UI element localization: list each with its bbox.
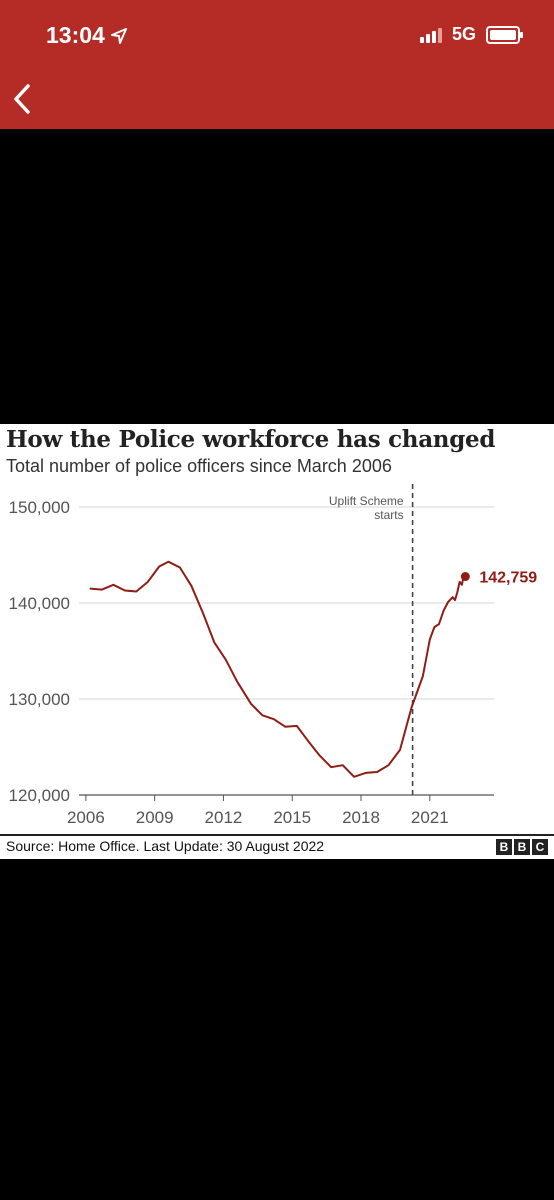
back-button[interactable] <box>8 82 38 116</box>
x-tick-label: 2012 <box>205 808 243 827</box>
bbc-logo: B B C <box>496 839 548 855</box>
x-tick-label: 2021 <box>411 808 449 827</box>
annotation-text-line1: Uplift Scheme <box>329 494 404 508</box>
signal-icon <box>419 27 442 43</box>
status-time: 13:04 <box>46 22 127 49</box>
x-tick-label: 2018 <box>342 808 380 827</box>
location-arrow-icon <box>110 27 127 44</box>
chart-title: How the Police workforce has changed <box>6 426 496 453</box>
chart-subtitle: Total number of police officers since Ma… <box>6 456 392 476</box>
logo-letter-b2: B <box>514 839 530 855</box>
end-value-label: 142,759 <box>479 570 537 587</box>
x-tick-label: 2009 <box>136 808 174 827</box>
source-text: Source: Home Office. Last Update: 30 Aug… <box>6 838 325 854</box>
app-header: 13:04 5G <box>0 0 554 129</box>
status-indicators: 5G <box>419 24 523 45</box>
annotation-text-line2: starts <box>374 508 403 522</box>
x-tick-label: 2015 <box>273 808 311 827</box>
chart-card: How the Police workforce has changed Tot… <box>0 424 554 857</box>
y-tick-label: 130,000 <box>9 690 70 709</box>
chevron-left-icon <box>14 84 30 114</box>
y-tick-label: 140,000 <box>9 594 70 613</box>
clock-text: 13:04 <box>46 22 105 48</box>
logo-letter-c: C <box>532 839 548 855</box>
end-point-marker <box>460 572 470 582</box>
police-officers-series-line <box>89 560 467 778</box>
line-chart: 120,000 130,000 140,000 150,000 2006 2009 2012… <box>9 484 537 827</box>
logo-letter-b1: B <box>496 839 512 855</box>
y-tick-label: 150,000 <box>9 498 70 517</box>
x-tick-label: 2006 <box>67 808 105 827</box>
network-label: 5G <box>451 24 476 44</box>
chart-footer: Source: Home Office. Last Update: 30 Aug… <box>0 834 554 859</box>
y-tick-label: 120,000 <box>9 786 70 805</box>
battery-icon <box>486 25 523 44</box>
